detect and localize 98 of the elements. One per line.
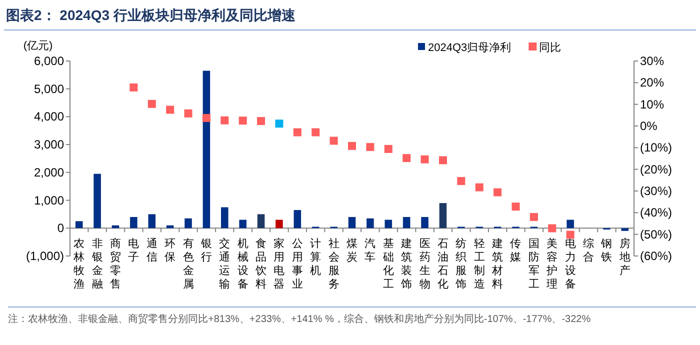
y2-tick-label: 30% — [640, 54, 664, 68]
y-tick-label: 6,000 — [34, 54, 64, 68]
bar — [294, 210, 302, 228]
point — [184, 109, 192, 118]
x-tick-label: 基础化工 — [382, 237, 394, 291]
bar — [239, 220, 246, 228]
x-tick-label: 建筑装饰 — [400, 237, 412, 291]
y2-tick-label: 20% — [640, 76, 664, 90]
point — [438, 156, 447, 164]
point — [384, 144, 392, 153]
point — [402, 154, 411, 162]
x-tick-label: 房地产 — [618, 237, 630, 278]
legend-label: 2024Q3归母净利 — [428, 41, 512, 54]
y2-tick-label: (30%) — [640, 184, 672, 198]
point — [275, 120, 284, 128]
x-tick-label: 医药生物 — [419, 238, 430, 291]
x-tick-label: 社会服务 — [328, 237, 340, 291]
point — [566, 230, 574, 239]
y-tick-label: 5,000 — [34, 82, 64, 96]
point — [475, 183, 484, 192]
point — [366, 143, 374, 152]
point — [220, 116, 229, 124]
x-tick-label: 商贸零售 — [110, 237, 121, 291]
point — [330, 136, 338, 145]
bar — [366, 218, 374, 228]
y2-tick-label: (50%) — [640, 227, 672, 242]
bar — [184, 218, 192, 228]
y-axis-title: (亿元) — [23, 40, 53, 52]
y-tick-label: 1,000 — [34, 193, 64, 208]
x-tick-label: 交通运输 — [219, 237, 230, 291]
point — [130, 83, 138, 92]
point — [457, 177, 466, 186]
bar — [276, 220, 283, 228]
point — [312, 128, 320, 136]
point — [494, 188, 502, 196]
point — [348, 142, 356, 150]
bar — [384, 220, 392, 228]
bar — [402, 217, 410, 228]
x-tick-label: 非银金融 — [90, 237, 103, 291]
x-tick-label: 农林牧渔 — [72, 238, 85, 291]
x-tick-label: 通信 — [146, 237, 158, 264]
x-tick-label: 纺织服饰 — [454, 237, 467, 291]
x-tick-label: 公用事业 — [292, 238, 303, 291]
x-tick-label: 银行 — [200, 238, 212, 264]
text: 注：农林牧渔、非银金融、商贸零售分别同比+813%、+233%、+141% %，综合、钢铁和房地产分别为同比-107%、-177%、-322% — [8, 313, 591, 325]
x-tick-label: 环保 — [164, 238, 176, 264]
bar — [439, 203, 447, 228]
x-tick-label: 机械设备 — [237, 238, 248, 291]
x-tick-label: 电子 — [128, 237, 140, 264]
point — [166, 106, 174, 114]
x-tick-label: 美容护理 — [546, 237, 558, 291]
point — [548, 224, 556, 232]
y2-tick-label: (10%) — [640, 140, 672, 155]
bar — [566, 220, 574, 228]
bar — [221, 207, 228, 228]
y2-tick-label: 10% — [640, 97, 664, 112]
point — [530, 213, 538, 221]
bar — [130, 217, 138, 228]
point — [293, 128, 302, 136]
point — [148, 100, 156, 108]
y2-tick-label: (60%) — [640, 249, 672, 263]
x-tick-label: 煤炭 — [346, 238, 358, 264]
x-tick-label: 电力设备 — [564, 237, 576, 291]
x-tick-label: 轻工制造 — [474, 238, 485, 291]
y-tick-label: (1,000) — [26, 249, 64, 263]
legend-label: 同比 — [539, 41, 562, 54]
y-tick-label: 4,000 — [34, 110, 64, 124]
x-tick-label: 钢铁 — [600, 238, 612, 264]
bar — [94, 174, 101, 228]
bar — [257, 214, 265, 228]
point — [257, 117, 266, 126]
bar — [621, 228, 629, 231]
x-tick-label: 传媒 — [510, 238, 522, 264]
x-tick-label: 食品饮料 — [254, 238, 267, 291]
y2-tick-label: (20%) — [640, 162, 672, 176]
x-tick-label: 建筑材料 — [491, 237, 504, 291]
x-tick-label: 综合 — [583, 237, 594, 264]
y-tick-label: 3,000 — [34, 138, 64, 152]
bar — [348, 217, 356, 228]
x-tick-label: 有色金属 — [182, 238, 194, 291]
x-tick-label: 汽车 — [364, 238, 376, 264]
x-tick-label: 家用电器 — [274, 237, 285, 291]
x-tick-label: 计算机 — [310, 237, 322, 278]
y2-tick-label: 0% — [640, 119, 658, 133]
bar — [421, 217, 428, 228]
bar — [202, 70, 210, 228]
point — [202, 114, 210, 122]
y2-tick-label: (40%) — [640, 206, 672, 220]
y-tick-label: 0 — [57, 221, 64, 236]
point — [238, 116, 247, 125]
point — [512, 202, 520, 211]
x-tick-label: 石油石化 — [437, 238, 448, 291]
chart-title: 图表2： 2024Q3 行业板块归母净利及同比增速 — [6, 7, 296, 23]
bar — [75, 221, 83, 228]
x-tick-label: 国防军工 — [528, 238, 540, 291]
y-tick-label: 2,000 — [34, 165, 64, 180]
point — [420, 155, 429, 164]
bar — [148, 214, 156, 228]
